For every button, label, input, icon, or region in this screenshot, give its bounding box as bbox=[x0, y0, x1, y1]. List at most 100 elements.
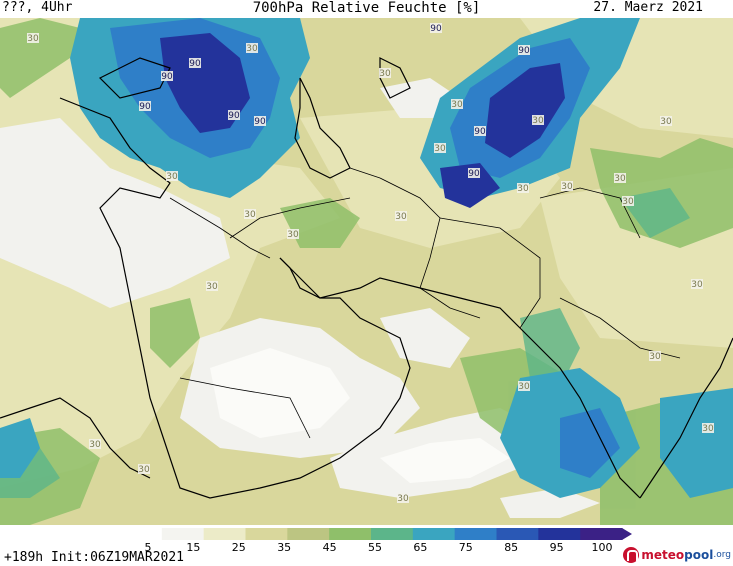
contour-label-bg bbox=[244, 209, 256, 219]
colorbar-segment bbox=[496, 528, 539, 540]
meteopool-logo-icon bbox=[623, 547, 640, 563]
contour-label-bg bbox=[254, 116, 266, 126]
colorbar-segment bbox=[329, 528, 372, 540]
contour-label-bg bbox=[228, 110, 240, 120]
contour-label: 30 bbox=[434, 144, 446, 154]
contour-label-bg bbox=[395, 211, 407, 221]
contour-label: 30 bbox=[622, 197, 634, 207]
meteopool-logo[interactable]: meteo pool .org bbox=[623, 546, 731, 564]
contour-label: 90 bbox=[518, 46, 530, 56]
contour-label: 30 bbox=[166, 172, 178, 182]
contour-label-bg bbox=[139, 101, 151, 111]
contour-label-bg bbox=[649, 351, 661, 361]
contour-label: 90 bbox=[474, 127, 486, 137]
colorbar-segment bbox=[454, 528, 497, 540]
contour-label: 30 bbox=[206, 282, 218, 292]
contour-label: 30 bbox=[649, 352, 661, 362]
colorbar-segment bbox=[203, 528, 246, 540]
contour-label: 30 bbox=[397, 494, 409, 504]
contour-label-bg bbox=[614, 173, 626, 183]
colorbar-segment bbox=[120, 528, 163, 540]
contour-label-bg bbox=[166, 171, 178, 181]
logo-text-pool: pool bbox=[684, 548, 714, 562]
contour-label: 30 bbox=[451, 100, 463, 110]
contour-label-bg bbox=[27, 33, 39, 43]
colorbar-segment bbox=[412, 528, 456, 540]
contour-label: 30 bbox=[246, 44, 258, 54]
contour-label: 30 bbox=[518, 382, 530, 392]
contour-label: 30 bbox=[395, 212, 407, 222]
contour-label-bg bbox=[434, 143, 446, 153]
logo-text-meteo: meteo bbox=[641, 548, 685, 562]
contour-label: 30 bbox=[244, 210, 256, 220]
colorbar-end-arrow bbox=[622, 528, 632, 540]
coastlines bbox=[0, 57, 733, 499]
contour-label: 90 bbox=[254, 117, 266, 127]
colorbar-segment bbox=[287, 528, 330, 540]
colorbar-segment bbox=[538, 528, 581, 540]
colorbar-segment bbox=[371, 528, 414, 540]
contour-label-bg bbox=[89, 439, 101, 449]
contour-label-bg bbox=[518, 381, 530, 391]
colorbar-tick-label: 75 bbox=[458, 541, 473, 554]
header-bar: ???, 4Uhr 700hPa Relative Feuchte [%] 27… bbox=[0, 0, 733, 18]
contour-label-bg bbox=[206, 281, 218, 291]
contour-label-bg bbox=[691, 279, 703, 289]
map-title: 700hPa Relative Feuchte [%] bbox=[252, 0, 481, 16]
contour-label: 30 bbox=[614, 174, 626, 184]
contour-label-bg bbox=[532, 115, 544, 125]
colorbar-tick-label: 5 bbox=[144, 541, 152, 554]
contour-label-bg bbox=[474, 126, 486, 136]
contour-label-bg bbox=[397, 493, 409, 503]
contour-label: 30 bbox=[287, 230, 299, 240]
colorbar-tick-label: 55 bbox=[368, 541, 382, 554]
contour-label: 30 bbox=[379, 69, 391, 79]
contour-label-bg bbox=[468, 168, 480, 178]
colorbar bbox=[120, 528, 632, 540]
colorbar-tick-label: 100 bbox=[591, 541, 613, 554]
colorbar-tick-label: 95 bbox=[549, 541, 564, 554]
colorbar-tick-label: 65 bbox=[413, 541, 428, 554]
contour-label: 30 bbox=[89, 440, 101, 450]
contour-label-bg bbox=[430, 23, 442, 33]
contour-label-bg bbox=[561, 181, 573, 191]
contour-label-bg bbox=[660, 116, 672, 126]
colorbar-tick-label: 25 bbox=[231, 541, 246, 554]
colorbar-tick-label: 35 bbox=[277, 541, 292, 554]
contour-label-bg bbox=[517, 183, 529, 193]
logo-text-org: .org bbox=[713, 550, 731, 560]
contour-label: 90 bbox=[228, 111, 240, 121]
contour-label-bg bbox=[379, 68, 391, 78]
contour-label: 30 bbox=[702, 424, 714, 434]
contour-label: 90 bbox=[139, 102, 151, 112]
contour-label: 90 bbox=[161, 72, 173, 82]
colorbar-tick-label: 15 bbox=[186, 541, 201, 554]
contour-label: 30 bbox=[517, 184, 529, 194]
valid-date: 27. Maerz 2021 bbox=[593, 0, 703, 15]
contour-label: 30 bbox=[561, 182, 573, 192]
contour-label-bg bbox=[622, 196, 634, 206]
contour-label-bg bbox=[189, 58, 201, 68]
contour-label: 90 bbox=[430, 24, 442, 34]
contour-label: 90 bbox=[468, 169, 480, 179]
location-label: ???, 4Uhr bbox=[2, 0, 73, 15]
colorbar-tick-label: 85 bbox=[504, 541, 519, 554]
contour-label: 30 bbox=[138, 465, 150, 475]
contour-label-bg bbox=[287, 229, 299, 239]
contour-label-bg bbox=[246, 43, 258, 53]
contour-label-bg bbox=[518, 45, 530, 55]
contour-label-bg bbox=[702, 423, 714, 433]
humidity-field-very-dry bbox=[210, 348, 510, 483]
contour-labels: 30 30 90 90 90 90 90 90 30 90 90 30 30 90 30 30 30 30 30 30… bbox=[27, 23, 714, 504]
run-info: +189h Init:06Z19MAR2021 bbox=[4, 550, 185, 565]
humidity-field-95 bbox=[160, 33, 565, 208]
colorbar-segment bbox=[580, 528, 623, 540]
contour-label: 30 bbox=[532, 116, 544, 126]
contour-label-bg bbox=[451, 99, 463, 109]
contour-label: 30 bbox=[27, 34, 39, 44]
colorbar-tick-label: 45 bbox=[322, 541, 337, 554]
colorbar-segment bbox=[161, 528, 205, 540]
contour-label-bg bbox=[138, 464, 150, 474]
borders bbox=[169, 167, 681, 439]
contour-label: 30 bbox=[660, 117, 672, 127]
